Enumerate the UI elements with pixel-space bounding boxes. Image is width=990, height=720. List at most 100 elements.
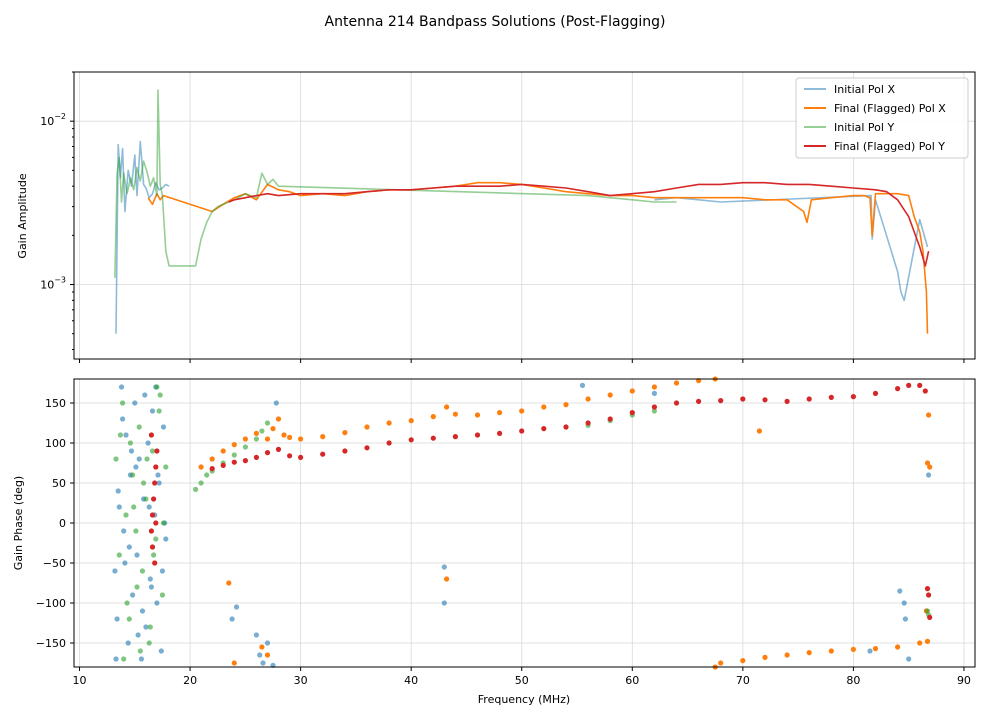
x-tick-label: 40 xyxy=(404,674,418,687)
phase-point xyxy=(270,426,276,432)
phase-point xyxy=(519,428,525,434)
phase-point xyxy=(148,432,154,438)
phase-point xyxy=(115,488,121,494)
phase-point xyxy=(253,430,259,436)
phase-point xyxy=(149,408,156,414)
phase-point xyxy=(364,445,370,451)
phase-point xyxy=(146,504,152,510)
phase-point xyxy=(275,416,282,422)
x-tick-label: 50 xyxy=(515,674,529,687)
phase-y-tick-label: −50 xyxy=(43,557,66,570)
phase-point xyxy=(141,480,147,486)
phase-point xyxy=(136,424,142,430)
phase-point xyxy=(151,496,157,502)
x-tick-label: 70 xyxy=(736,674,750,687)
phase-point xyxy=(607,416,613,422)
phase-point xyxy=(144,456,150,462)
phase-point xyxy=(906,382,912,388)
phase-point xyxy=(135,632,141,638)
phase-point xyxy=(159,568,165,574)
phase-point xyxy=(209,456,215,462)
phase-point xyxy=(924,586,931,592)
phase-point xyxy=(260,660,266,666)
phase-point xyxy=(696,398,702,404)
phase-point xyxy=(259,644,265,650)
phase-point xyxy=(563,424,569,430)
amp-line-initial-pol-x-0 xyxy=(115,140,170,334)
phase-point xyxy=(198,480,204,486)
phase-point xyxy=(131,504,137,510)
phase-point xyxy=(153,536,159,542)
phase-point xyxy=(126,544,132,550)
phase-point xyxy=(151,552,157,558)
phase-point xyxy=(408,418,414,424)
phase-point xyxy=(220,448,226,454)
phase-point xyxy=(430,414,436,420)
phase-point xyxy=(867,648,873,654)
phase-point xyxy=(273,400,279,406)
legend-label-final-y: Final (Flagged) Pol Y xyxy=(834,140,945,153)
phase-point xyxy=(850,394,857,400)
phase-y-ticks: 150 100 50 0 −50 −100 −150 xyxy=(36,397,74,650)
phase-point xyxy=(125,640,131,646)
phase-point xyxy=(146,640,152,646)
phase-series xyxy=(112,376,933,670)
legend-label-initial-y: Initial Pol Y xyxy=(834,121,894,134)
phase-point xyxy=(118,384,125,390)
phase-point xyxy=(924,638,931,645)
phase-point xyxy=(121,656,127,662)
amp-y-tick-exponent: −2 xyxy=(54,112,66,121)
phase-point xyxy=(148,528,154,534)
phase-point xyxy=(160,520,167,526)
phase-point xyxy=(629,388,635,394)
phase-point xyxy=(563,402,569,408)
phase-point xyxy=(143,624,149,630)
phase-point xyxy=(137,648,143,654)
x-axis-label: Frequency (MHz) xyxy=(478,693,570,706)
phase-point xyxy=(264,450,271,456)
phase-points-initial-pol-x xyxy=(112,382,932,669)
phase-point xyxy=(444,576,450,582)
phase-point xyxy=(926,412,932,418)
legend-box xyxy=(795,77,969,159)
phase-point xyxy=(902,616,909,622)
amplitude-x-ticks xyxy=(79,359,965,363)
phase-point xyxy=(120,416,126,422)
phase-point xyxy=(114,616,120,622)
phase-point xyxy=(924,460,931,466)
x-tick-label: 10 xyxy=(73,674,87,687)
phase-point xyxy=(922,388,928,394)
x-tick-label: 30 xyxy=(294,674,308,687)
phase-y-tick-label: −150 xyxy=(36,637,66,650)
phase-point xyxy=(926,472,932,478)
phase-point xyxy=(275,446,282,452)
phase-point xyxy=(924,608,931,614)
phase-point xyxy=(452,434,458,440)
phase-point xyxy=(762,397,768,403)
phase-point xyxy=(474,432,481,438)
amp-y-tick-exponent: −3 xyxy=(54,276,66,285)
phase-point xyxy=(157,392,163,398)
phase-x-ticks: 10 20 30 40 50 60 70 80 90 xyxy=(73,667,971,687)
phase-point xyxy=(298,436,304,442)
phase-point xyxy=(895,644,901,650)
phase-point xyxy=(452,411,458,417)
phase-point xyxy=(117,432,123,438)
phase-point xyxy=(163,536,169,542)
phase-point xyxy=(132,400,138,406)
phase-point xyxy=(231,660,237,666)
phase-y-tick-label: 100 xyxy=(45,437,66,450)
phase-point xyxy=(152,480,158,486)
phase-point xyxy=(607,392,613,398)
amplitude-series xyxy=(114,89,930,334)
phase-point xyxy=(828,648,834,654)
phase-point xyxy=(158,648,164,654)
phase-point xyxy=(145,440,151,446)
phase-point xyxy=(541,426,547,432)
phase-point xyxy=(264,420,271,426)
legend-label-final-x: Final (Flagged) Pol X xyxy=(834,102,946,115)
phase-point xyxy=(320,434,326,440)
phase-point xyxy=(872,646,879,652)
phase-point xyxy=(497,430,503,436)
phase-point xyxy=(474,412,481,418)
